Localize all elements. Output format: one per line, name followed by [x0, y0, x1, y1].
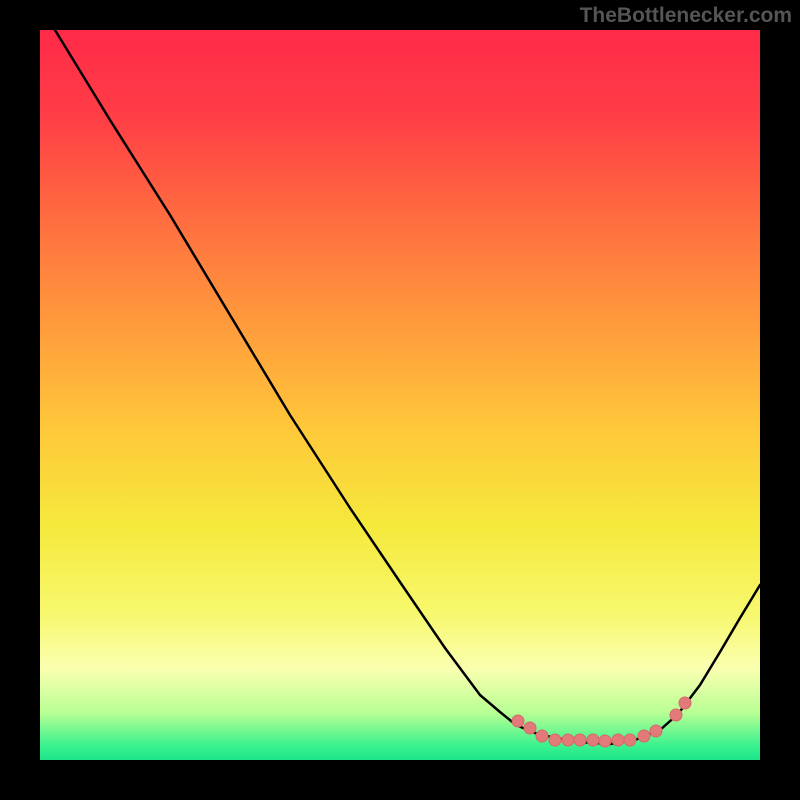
- data-marker: [512, 715, 524, 727]
- data-marker: [679, 697, 691, 709]
- data-marker: [549, 734, 561, 746]
- data-marker: [624, 734, 636, 746]
- data-marker: [524, 722, 536, 734]
- data-marker: [562, 734, 574, 746]
- data-marker: [650, 725, 662, 737]
- data-marker: [599, 735, 611, 747]
- data-marker: [587, 734, 599, 746]
- data-marker: [638, 730, 650, 742]
- chart-svg: [0, 0, 800, 800]
- plot-background: [40, 30, 760, 760]
- data-marker: [536, 730, 548, 742]
- data-marker: [670, 709, 682, 721]
- chart-container: TheBottlenecker.com: [0, 0, 800, 800]
- data-marker: [574, 734, 586, 746]
- data-marker: [612, 734, 624, 746]
